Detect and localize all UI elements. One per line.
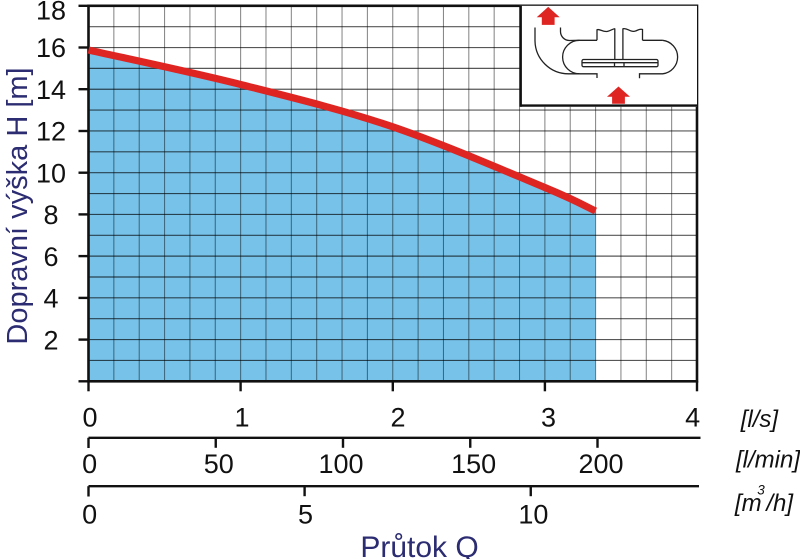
svg-text:4: 4	[685, 403, 700, 433]
svg-text:5: 5	[298, 500, 313, 530]
svg-text:[l/s]: [l/s]	[740, 406, 780, 433]
svg-text:8: 8	[43, 200, 58, 230]
svg-text:3: 3	[541, 403, 556, 433]
svg-text:10: 10	[518, 500, 548, 530]
svg-text:1: 1	[234, 403, 249, 433]
svg-text:Dopravní výška H [m]: Dopravní výška H [m]	[2, 67, 34, 344]
svg-text:16: 16	[36, 33, 66, 63]
svg-text:200: 200	[578, 449, 623, 479]
svg-text:18: 18	[36, 0, 66, 26]
svg-text:12: 12	[36, 117, 66, 147]
svg-text:3: 3	[757, 482, 765, 497]
svg-text:6: 6	[43, 242, 58, 272]
svg-text:0: 0	[82, 500, 97, 530]
svg-text:0: 0	[82, 449, 97, 479]
svg-text:14: 14	[36, 75, 66, 105]
svg-text:[l/min]: [l/min]	[735, 447, 800, 474]
svg-text:10: 10	[36, 158, 66, 188]
svg-text:Průtok Q: Průtok Q	[360, 531, 478, 559]
svg-text:0: 0	[82, 403, 97, 433]
svg-text:2: 2	[43, 325, 58, 355]
svg-text:100: 100	[318, 449, 363, 479]
svg-text:4: 4	[43, 284, 58, 314]
svg-text:150: 150	[451, 449, 496, 479]
svg-text:2: 2	[390, 403, 405, 433]
svg-text:50: 50	[204, 449, 234, 479]
svg-text:[m /h]: [m /h]	[734, 490, 794, 517]
